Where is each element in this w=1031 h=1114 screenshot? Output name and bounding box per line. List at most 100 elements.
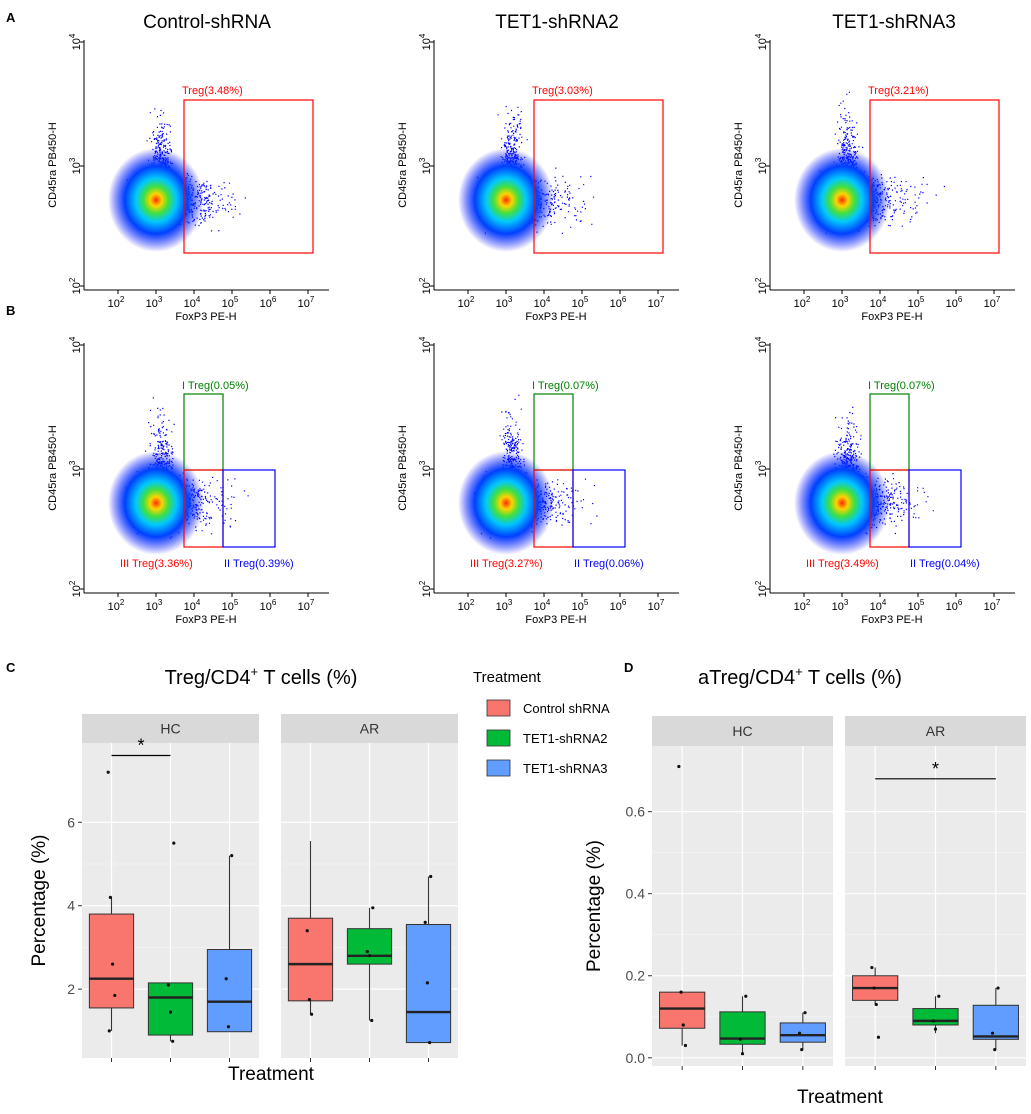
box-ar-1 bbox=[852, 965, 899, 1039]
y-tick-label: 0.6 bbox=[626, 804, 646, 820]
facet-strip bbox=[652, 716, 833, 746]
data-point bbox=[876, 1035, 881, 1039]
box-body bbox=[659, 991, 706, 1029]
i-treg-label: I Treg(0.07%) bbox=[868, 380, 935, 392]
data-point bbox=[429, 874, 433, 879]
box-ar-3 bbox=[405, 874, 452, 1045]
data-point bbox=[172, 841, 176, 845]
y-tick-label: 0.2 bbox=[626, 968, 646, 984]
legend-key-tet1-shrna3 bbox=[486, 759, 511, 777]
data-point bbox=[679, 990, 683, 994]
density-core bbox=[458, 148, 554, 252]
legend-label-control: Control shRNA bbox=[523, 701, 610, 716]
x-tick-label: 105 bbox=[572, 598, 589, 613]
density-core bbox=[794, 148, 890, 252]
data-point bbox=[371, 906, 375, 910]
treg-gate bbox=[183, 99, 314, 254]
x-tick-label: 103 bbox=[832, 598, 849, 613]
y-tick-label: 103 bbox=[68, 157, 83, 174]
i-treg-gate bbox=[183, 393, 224, 471]
data-point bbox=[166, 983, 170, 987]
data-point bbox=[370, 1018, 374, 1023]
data-point bbox=[171, 1039, 175, 1043]
data-point bbox=[683, 1043, 688, 1048]
y-tick-label: 4 bbox=[67, 898, 75, 914]
data-point bbox=[310, 1012, 314, 1016]
data-point bbox=[933, 1027, 938, 1031]
ii-treg-label: II Treg(0.06%) bbox=[574, 558, 644, 570]
data-point bbox=[681, 1023, 685, 1027]
x-axis-label: FoxP3 PE-H bbox=[175, 614, 236, 626]
x-tick-label: 106 bbox=[610, 295, 627, 310]
box-hc-1 bbox=[88, 770, 135, 1033]
y-axis-label: Percentage (%) bbox=[29, 834, 50, 966]
x-tick-label: 102 bbox=[458, 598, 475, 613]
ii-treg-gate bbox=[572, 469, 626, 548]
y-tick-label: 0.4 bbox=[626, 886, 646, 902]
chart-atreg-box: aTreg/CD4+ T cells (%) HC AR * 0.0 0.2 0.4 0.6 T… bbox=[584, 664, 1026, 1108]
i-treg-label: I Treg(0.07%) bbox=[532, 380, 599, 392]
box-body bbox=[972, 1004, 1019, 1040]
ii-treg-label: II Treg(0.04%) bbox=[910, 558, 980, 570]
scatter-points bbox=[108, 108, 246, 252]
data-point bbox=[108, 895, 112, 899]
x-axis-label: Treatment bbox=[797, 1087, 884, 1108]
chart-treg-box: Treg/CD4+ T cells (%) HC * AR 2 4 6 Treatment Pe… bbox=[29, 664, 458, 1085]
column-title-tet1-shrna2: TET1-shRNA2 bbox=[495, 12, 619, 33]
x-tick-label: 106 bbox=[610, 598, 627, 613]
treg-gate bbox=[869, 99, 1000, 254]
facet-hc: HC * bbox=[82, 714, 259, 1062]
treg-gate-label: Treg(3.21%) bbox=[868, 85, 929, 97]
box-body bbox=[287, 917, 334, 1002]
y-tick-label: 0.0 bbox=[626, 1050, 646, 1066]
x-tick-label: 106 bbox=[946, 295, 963, 310]
box-body bbox=[779, 1022, 826, 1043]
scatter-points bbox=[794, 91, 945, 252]
data-point bbox=[870, 965, 874, 970]
facet-hc: HC bbox=[652, 716, 833, 1070]
x-tick-label: 107 bbox=[298, 598, 315, 613]
y-tick-label: 102 bbox=[754, 580, 769, 597]
data-point bbox=[307, 997, 311, 1002]
y-tick-label: 104 bbox=[418, 336, 433, 353]
data-point bbox=[738, 1037, 742, 1041]
x-tick-label: 103 bbox=[496, 598, 513, 613]
y-tick-label: 102 bbox=[418, 580, 433, 597]
data-point bbox=[224, 977, 228, 981]
data-point bbox=[365, 950, 369, 954]
x-tick-label: 105 bbox=[572, 295, 589, 310]
iii-treg-label: III Treg(3.36%) bbox=[120, 558, 193, 570]
data-point bbox=[113, 993, 117, 998]
data-point bbox=[996, 986, 1000, 990]
i-treg-gate bbox=[533, 393, 574, 471]
treg-gate-label: Treg(3.03%) bbox=[532, 85, 593, 97]
x-axis-label: FoxP3 PE-H bbox=[861, 311, 922, 323]
y-axis-label: Percentage (%) bbox=[584, 840, 605, 972]
x-tick-label: 103 bbox=[146, 598, 163, 613]
panel-label-a: A bbox=[6, 10, 16, 25]
x-tick-label: 107 bbox=[648, 295, 665, 310]
scatter-points bbox=[794, 406, 934, 555]
i-treg-gate bbox=[869, 393, 910, 471]
facet-strip bbox=[845, 716, 1026, 746]
ii-treg-gate bbox=[908, 469, 962, 548]
x-tick-label: 102 bbox=[108, 295, 125, 310]
box-ar-3 bbox=[972, 986, 1019, 1052]
x-tick-label: 105 bbox=[908, 295, 925, 310]
facet-ar: AR bbox=[281, 714, 458, 1062]
data-point bbox=[367, 954, 372, 958]
facet-strip-label: AR bbox=[926, 723, 945, 739]
box-ar-2 bbox=[912, 994, 959, 1034]
legend-label-tet1-shrna3: TET1-shRNA3 bbox=[523, 761, 608, 776]
y-tick-label: 103 bbox=[754, 157, 769, 174]
box-hc-3 bbox=[779, 1011, 826, 1052]
data-point bbox=[107, 1029, 111, 1033]
data-point bbox=[428, 1040, 432, 1045]
data-point bbox=[106, 770, 110, 774]
x-tick-label: 102 bbox=[794, 295, 811, 310]
box-body bbox=[88, 913, 135, 1009]
box-hc-1 bbox=[659, 764, 706, 1048]
y-tick-label: 6 bbox=[67, 814, 75, 830]
y-axis-label: CD45ra PB450-H bbox=[733, 425, 745, 511]
